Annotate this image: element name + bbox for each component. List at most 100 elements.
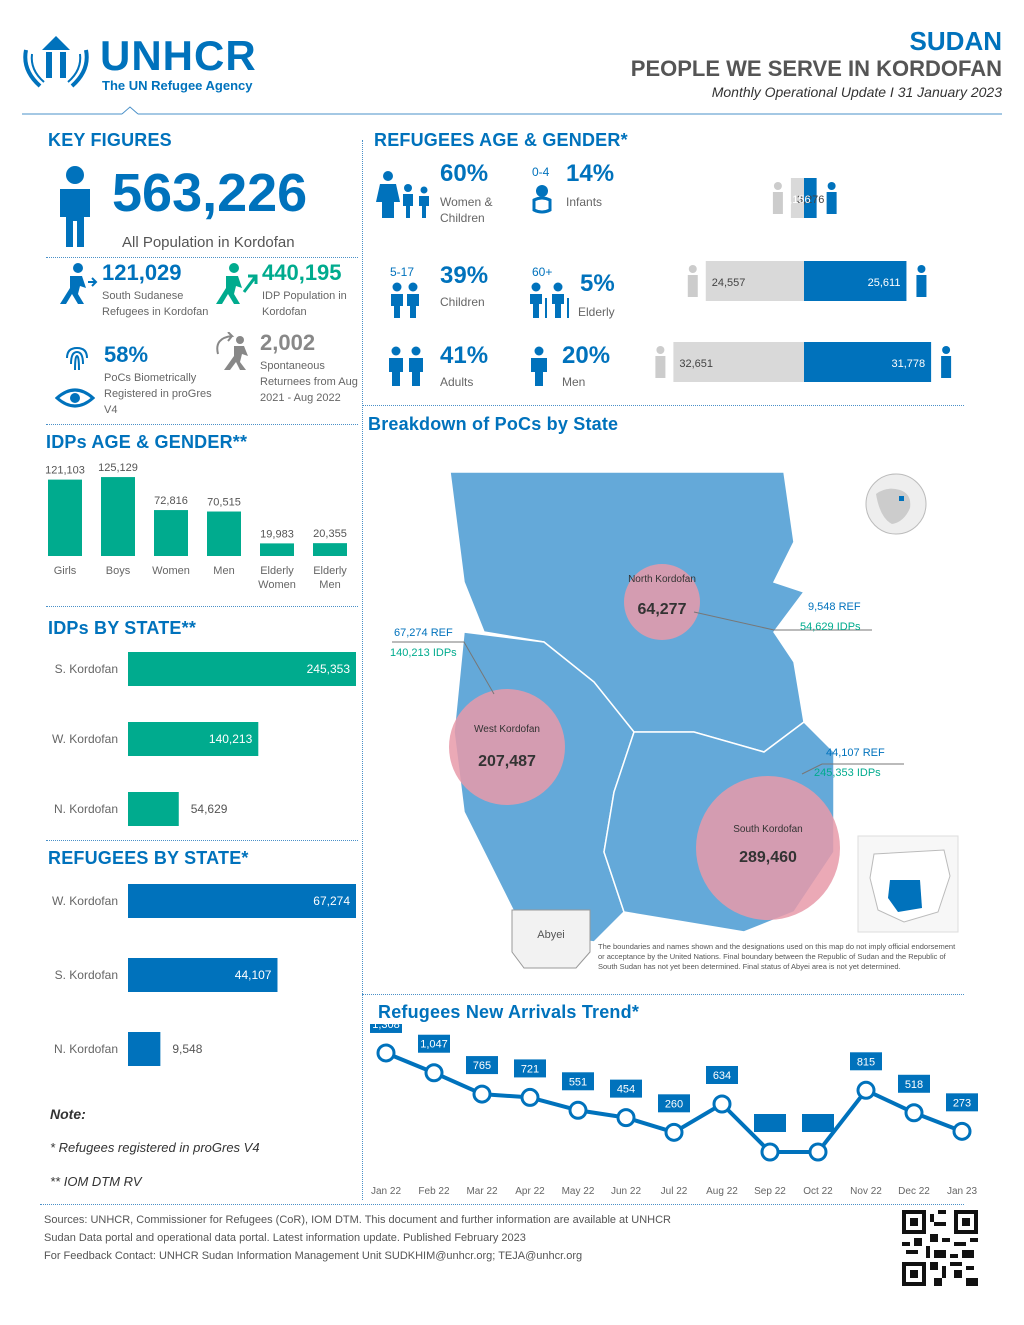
trend-label-box [898, 1074, 930, 1093]
elderly-pct: 5% [580, 270, 615, 297]
idps-label: IDP Population in Kordofan [262, 290, 347, 318]
state-bar [128, 652, 356, 686]
trend-value-label: 815 [857, 1056, 875, 1068]
qr-code-icon[interactable] [902, 1210, 978, 1286]
west-name: West Kordofan [474, 724, 540, 735]
person-icon [60, 166, 90, 247]
note-idps: ** IOM DTM RV [50, 1174, 142, 1189]
biometric-label: PoCs Biometrically Registered in proGres… [104, 372, 212, 416]
infant-icon [532, 185, 552, 214]
west-ref: 67,274 REF [394, 627, 453, 639]
man-icon [531, 346, 547, 386]
trend-label-box [514, 1059, 546, 1078]
elderly-range: 60+ [532, 265, 553, 279]
trend-value-label: 765 [473, 1060, 491, 1072]
trend-x-label: May 22 [562, 1186, 595, 1197]
footer-portal: Sudan Data portal and operational data p… [44, 1232, 526, 1244]
elderly-icon [530, 282, 569, 318]
trend-value-label: 1,308 [372, 1024, 400, 1031]
trend-point [712, 1094, 732, 1114]
bar-category: S. Kordofan [55, 968, 118, 982]
returnee-icon [216, 332, 248, 370]
north-callout [693, 611, 872, 631]
refugees-age-gender-title: REFUGEES AGE & GENDER* [374, 130, 628, 150]
notes-title: Note: [50, 1106, 86, 1122]
bar-value: 44,107 [235, 968, 272, 982]
trend-value-label: 721 [521, 1063, 539, 1075]
pyramid-female-bar [673, 342, 804, 382]
trend-value-label: 260 [665, 1098, 683, 1110]
trend-label-box [562, 1072, 594, 1091]
male-icon-body [916, 275, 927, 297]
idp-age-category: Women [152, 565, 190, 577]
idp-age-category: Men [319, 579, 340, 591]
trend-label-box [946, 1093, 978, 1112]
female-icon [688, 265, 697, 273]
south-bubble [696, 776, 840, 920]
trend-label-box [802, 1114, 834, 1132]
trend-label-box [418, 1034, 450, 1053]
refugees-figure: 121,029 [102, 260, 182, 285]
adults-label: Adults [440, 375, 474, 389]
idps-age-gender-title: IDPs AGE & GENDER** [46, 432, 248, 452]
bar-category: W. Kordofan [52, 732, 118, 746]
refugees-by-state-chart: W. Kordofan 67,274 S. Kordofan 44,107 N. Kor… [52, 884, 356, 1066]
bar-value: 140,213 [209, 732, 253, 746]
state-bar [128, 722, 259, 756]
trend-x-label: Jan 23 [947, 1186, 977, 1197]
pyramid-male-bar [804, 261, 907, 301]
pyramid-male-label: 31,778 [891, 358, 925, 370]
children-label: Children [440, 295, 485, 309]
trend-point [808, 1142, 828, 1162]
divider [362, 994, 964, 995]
north-idps: 54,629 IDPs [800, 621, 861, 633]
divider [46, 606, 358, 607]
male-icon [827, 182, 836, 190]
logo-subtext: The UN Refugee Agency [102, 78, 253, 93]
trend-x-label: Aug 22 [706, 1186, 738, 1197]
trend-label-box [706, 1065, 738, 1084]
south-name: South Kordofan [733, 824, 803, 835]
trend-x-label: Nov 22 [850, 1186, 882, 1197]
divider [40, 1204, 964, 1205]
infants-label: Infants [566, 195, 603, 209]
idp-age-category: Elderly [260, 565, 294, 577]
children-range: 5-17 [390, 265, 415, 279]
trend-x-label: Mar 22 [466, 1186, 498, 1197]
men-pct: 20% [562, 342, 611, 369]
idp-age-value: 125,129 [98, 462, 138, 474]
idp-age-category: Elderly [313, 565, 347, 577]
infants-range: 0-4 [532, 165, 550, 179]
logo-text: UNHCR [100, 32, 257, 79]
total-population: 563,226 [112, 163, 308, 223]
women-children-label: Women & Children [440, 195, 493, 225]
female-icon-body [772, 192, 783, 214]
pyramid-female-label: 24,557 [712, 277, 746, 289]
bar-category: N. Kordofan [54, 1042, 118, 1056]
note-refugees: * Refugees registered in proGres V4 [50, 1140, 260, 1155]
footer-sources: Sources: UNHCR, Commissioner for Refugee… [44, 1214, 672, 1226]
idp-age-category: Girls [54, 565, 77, 577]
trend-x-label: Jan 22 [371, 1186, 401, 1197]
trend-value-label: 273 [953, 1097, 971, 1109]
header-divider [22, 106, 1002, 115]
idps-by-state-title: IDPs BY STATE** [48, 618, 197, 638]
idp-age-value: 72,816 [154, 495, 188, 507]
trend-x-label: Jun 22 [611, 1186, 641, 1197]
footer-contact[interactable]: For Feedback Contact: UNHCR Sudan Inform… [44, 1250, 583, 1262]
female-icon [773, 182, 782, 190]
trend-value-label: 518 [905, 1079, 923, 1091]
trend-label-box [850, 1052, 882, 1071]
trend-point [472, 1084, 492, 1104]
trend-x-label: Sep 22 [754, 1186, 786, 1197]
trend-label-box [658, 1094, 690, 1113]
trend-value-label: 1,047 [420, 1039, 448, 1051]
trend-label-box [610, 1079, 642, 1098]
male-icon [917, 265, 926, 273]
idp-age-category: Boys [106, 565, 131, 577]
pyramid-male-bar [804, 178, 817, 218]
female-icon [656, 346, 665, 354]
male-icon [942, 346, 951, 354]
arrivals-trend-chart: 1,308 Jan 22 1,047 Feb 22 765 Mar 22 721 Apr 22… [370, 1024, 978, 1197]
idp-age-category: Women [258, 579, 296, 591]
